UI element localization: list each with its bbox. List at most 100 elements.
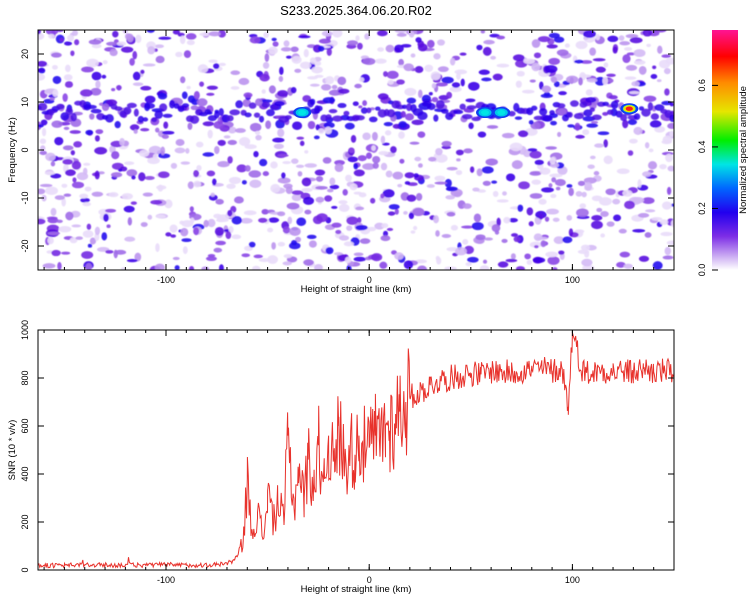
- heatmap-cell: [657, 45, 663, 54]
- heatmap-cell: [625, 34, 639, 39]
- heatmap-cell: [631, 81, 640, 87]
- heatmap-cell: [157, 92, 168, 100]
- heatmap-cell: [148, 145, 162, 155]
- heatmap-cell: [64, 81, 74, 88]
- heatmap-cell: [91, 191, 104, 197]
- heatmap-cell: [483, 39, 495, 45]
- heatmap-cell: [475, 234, 486, 241]
- heatmap-cell: [444, 178, 452, 188]
- heatmap-cell: [116, 41, 127, 46]
- heatmap-cell: [277, 90, 289, 97]
- heatmap-cell: [234, 128, 246, 133]
- heatmap-cell: [460, 78, 465, 87]
- heatmap-cell: [189, 206, 194, 212]
- heatmap-cell: [358, 77, 365, 83]
- heatmap-cell: [296, 136, 305, 140]
- heatmap-cell: [472, 187, 480, 192]
- heatmap-cell: [651, 217, 663, 221]
- heatmap-cell: [394, 30, 407, 34]
- heatmap-cell: [441, 108, 449, 114]
- heatmap-cell: [427, 39, 435, 48]
- heatmap-cell: [39, 150, 47, 156]
- heatmap-cell: [544, 216, 550, 222]
- heatmap-cell: [196, 165, 202, 171]
- heatmap-cell: [400, 110, 406, 118]
- heatmap-cell: [620, 114, 628, 122]
- heatmap-cell: [270, 161, 278, 169]
- heatmap-cell: [632, 196, 645, 204]
- heatmap-cell: [632, 228, 646, 233]
- heatmap-cell: [215, 240, 226, 246]
- heatmap-cell: [541, 85, 552, 93]
- heatmap-cell: [124, 161, 135, 166]
- heatmap-cell: [585, 97, 597, 103]
- heatmap-cell: [277, 128, 285, 138]
- heatmap-cell: [58, 225, 72, 233]
- heatmap-cell: [633, 126, 643, 135]
- heatmap-cell: [622, 54, 631, 64]
- heatmap-cell: [441, 233, 452, 238]
- heatmap-cell: [664, 88, 670, 96]
- heatmap-cell: [140, 127, 150, 132]
- heatmap-cell: [387, 79, 394, 85]
- heatmap-cell: [126, 169, 138, 177]
- heatmap-cell: [652, 261, 663, 270]
- heatmap-cell: [591, 214, 603, 221]
- heatmap-cell: [258, 115, 265, 123]
- heatmap-cell: [346, 216, 359, 225]
- heatmap-cell: [637, 213, 650, 218]
- heatmap-cell: [565, 75, 579, 84]
- heatmap-cell: [262, 62, 270, 69]
- heatmap-cell: [306, 234, 317, 240]
- heatmap-cell: [268, 85, 276, 94]
- heatmap-cell: [582, 264, 595, 270]
- heatmap-cell: [371, 145, 376, 152]
- heatmap-cell: [142, 192, 153, 197]
- heatmap-cell: [505, 173, 516, 182]
- heatmap-cell: [88, 39, 102, 45]
- heatmap-cell: [505, 258, 518, 263]
- heatmap-cell: [244, 112, 252, 118]
- heatmap-cell: [549, 110, 555, 115]
- heatmap-cell: [661, 139, 672, 145]
- heatmap-cell: [574, 229, 585, 234]
- heatmap-cell: [321, 84, 332, 91]
- heatmap-cell: [181, 91, 188, 99]
- heatmap-cell: [555, 186, 561, 191]
- heatmap-cell: [485, 158, 498, 166]
- heatmap-cell: [638, 65, 647, 75]
- heatmap-cell: [155, 55, 165, 64]
- heatmap-cell: [365, 152, 372, 160]
- heatmap-cell: [384, 130, 392, 136]
- heatmap-cell: [349, 183, 358, 191]
- heatmap-cell: [579, 203, 587, 209]
- heatmap-cell: [307, 99, 315, 108]
- heatmap-cell: [160, 146, 166, 156]
- heatmap-cell: [314, 264, 323, 270]
- heatmap-cell: [278, 75, 284, 82]
- heatmap-cell: [108, 192, 119, 198]
- heatmap-cell: [481, 166, 494, 174]
- heatmap-cell: [50, 173, 62, 179]
- heatmap-cell: [123, 205, 135, 213]
- heatmap-cell: [382, 142, 390, 146]
- heatmap-cell: [271, 242, 276, 250]
- heatmap-cell: [199, 32, 210, 37]
- heatmap-cell: [557, 108, 567, 116]
- heatmap-cell: [406, 97, 417, 104]
- heatmap-cell: [402, 104, 408, 110]
- heatmap-cell: [434, 181, 448, 185]
- heatmap-cell: [273, 100, 285, 107]
- heatmap-cell: [38, 32, 45, 40]
- heatmap-cell: [558, 91, 567, 96]
- heatmap-cell: [147, 214, 153, 220]
- heatmap-cell: [231, 216, 243, 225]
- heatmap-cell: [231, 234, 242, 240]
- heatmap-cell: [95, 129, 104, 135]
- heatmap-cell: [105, 249, 114, 254]
- heatmap-cell: [286, 55, 292, 59]
- heatmap-cell: [144, 95, 156, 104]
- heatmap-cell: [196, 98, 208, 107]
- heatmap-cell: [316, 105, 323, 112]
